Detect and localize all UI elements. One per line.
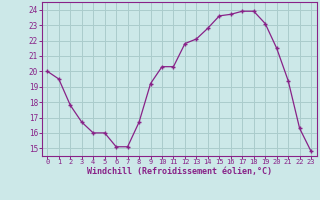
X-axis label: Windchill (Refroidissement éolien,°C): Windchill (Refroidissement éolien,°C) <box>87 167 272 176</box>
